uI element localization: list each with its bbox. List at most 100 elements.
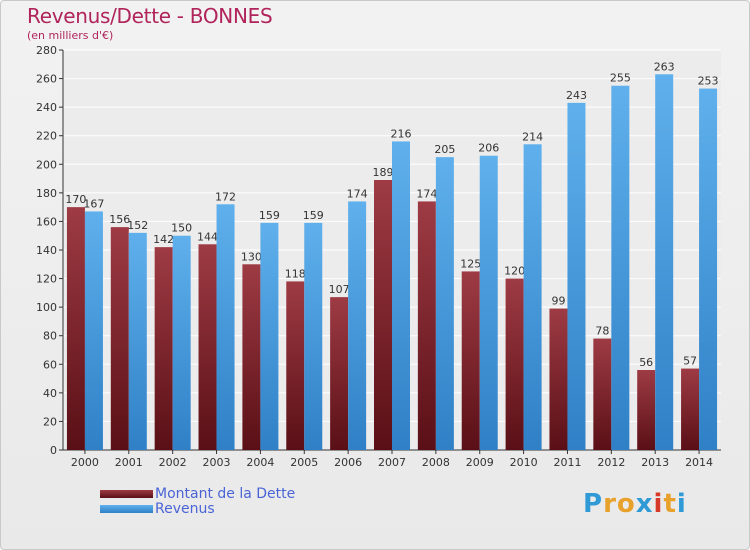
x-tick-label: 2014 [685,456,713,469]
x-tick-label: 2004 [246,456,274,469]
y-tick-label: 220 [36,130,57,143]
bar-debt [593,338,612,450]
x-tick-label: 2013 [641,456,669,469]
data-label-debt: 120 [504,265,525,278]
x-tick-label: 2012 [597,456,625,469]
bar-debt [198,244,217,450]
y-tick-label: 0 [50,444,57,457]
y-tick-label: 140 [36,244,57,257]
data-label-debt: 156 [109,213,130,226]
data-label-debt: 170 [65,193,86,206]
x-tick-label: 2001 [115,456,143,469]
proxiti-logo: Proxiti [583,489,687,519]
y-tick-label: 180 [36,187,57,200]
legend-swatch-revenue [100,505,153,513]
legend-label-revenue: Revenus [155,501,215,517]
bar-debt [374,180,392,450]
data-label-revenue: 205 [434,143,455,156]
logo-letter: r [603,489,617,519]
bar-revenue [304,222,323,450]
bar-debt [110,227,129,450]
bar-debt [154,247,173,450]
bar-debt [505,278,524,450]
x-tick-label: 2009 [466,456,494,469]
bar-revenue [84,211,103,450]
data-label-debt: 130 [241,250,262,263]
x-tick-label: 2011 [553,456,581,469]
data-label-debt: 144 [197,230,218,243]
data-label-debt: 118 [285,267,306,280]
bar-revenue [435,157,454,450]
x-tick-label: 2008 [422,456,450,469]
bar-debt [549,308,568,450]
x-tick-label: 2006 [334,456,362,469]
bar-revenue [260,222,279,450]
data-label-debt: 99 [551,295,565,308]
chart-subtitle: (en milliers d'€) [27,29,114,42]
x-tick-label: 2010 [510,456,538,469]
legend-label-debt: Montant de la Dette [155,486,296,502]
x-tick-label: 2000 [71,456,99,469]
y-tick-label: 160 [36,215,57,228]
bar-debt [242,264,261,450]
data-label-revenue: 159 [259,209,280,222]
bar-debt [417,201,436,450]
y-tick-label: 100 [36,301,57,314]
data-label-revenue: 174 [347,187,368,200]
legend-swatch-debt [100,490,153,498]
bar-revenue [479,155,498,450]
data-label-debt: 107 [329,283,350,296]
y-tick-label: 280 [36,44,57,57]
x-tick-label: 2002 [159,456,187,469]
data-label-revenue: 206 [478,142,499,155]
data-label-revenue: 243 [566,89,587,102]
logo-letter: i [676,489,687,519]
bar-revenue [567,102,586,450]
bar-revenue [392,141,410,450]
bar-debt [330,297,349,450]
data-label-debt: 57 [683,355,697,368]
x-tick-label: 2003 [203,456,231,469]
y-tick-label: 200 [36,158,57,171]
logo-letter: t [663,489,677,519]
data-label-debt: 174 [416,187,437,200]
bar-debt [66,207,85,450]
data-label-debt: 142 [153,233,174,246]
logo-letter: i [653,489,664,519]
y-tick-label: 60 [43,358,57,371]
data-label-debt: 125 [460,257,481,270]
y-tick-label: 80 [43,330,57,343]
bar-revenue [523,144,542,451]
y-tick-label: 40 [43,387,57,400]
data-label-revenue: 159 [303,209,324,222]
bar-revenue [611,85,630,450]
y-tick-label: 240 [36,101,57,114]
bar-debt [681,368,700,450]
bar-debt [286,281,305,450]
y-tick-label: 260 [36,73,57,86]
bar-revenue [128,232,147,450]
data-label-revenue: 150 [171,222,192,235]
bar-revenue [699,88,718,451]
data-label-revenue: 167 [83,197,104,210]
chart-title: Revenus/Dette - BONNES [27,4,273,28]
x-tick-label: 2007 [378,456,406,469]
logo-letter: o [616,489,636,519]
data-label-debt: 189 [373,166,394,179]
bar-debt [461,271,480,450]
bar-revenue [172,235,191,450]
data-label-revenue: 152 [127,219,148,232]
logo-letter: P [583,489,604,519]
data-label-debt: 78 [595,325,609,338]
bar-revenue [348,201,367,450]
data-label-revenue: 172 [215,190,236,203]
logo-letter: x [635,489,654,519]
bar-debt [637,370,656,450]
bar-revenue [655,74,674,451]
x-tick-label: 2005 [290,456,318,469]
data-label-revenue: 253 [698,75,719,88]
data-label-revenue: 216 [391,127,412,140]
data-label-debt: 56 [639,356,653,369]
data-label-revenue: 263 [654,60,675,73]
